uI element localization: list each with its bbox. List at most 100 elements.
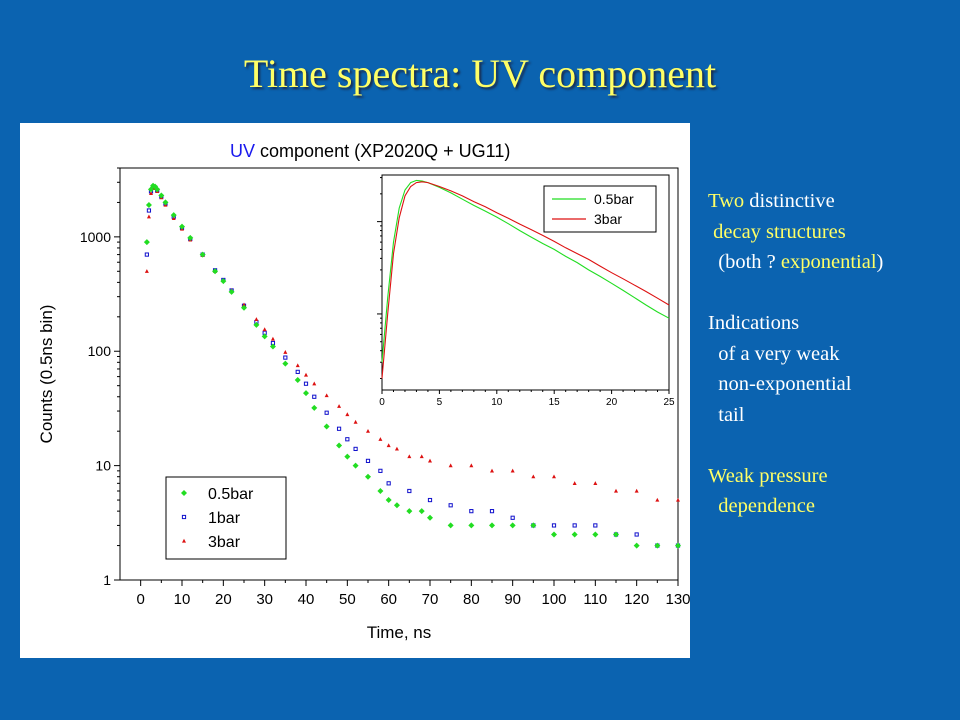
slide-title: Time spectra: UV component	[243, 51, 717, 96]
data-point	[385, 497, 392, 504]
chart-title-part: component (XP2020Q + UG11)	[255, 141, 510, 161]
data-point	[634, 488, 639, 493]
data-point	[228, 288, 235, 295]
x-tick-label: 70	[422, 591, 439, 608]
data-point	[366, 428, 370, 433]
data-point	[158, 192, 165, 199]
inset-x-tick-label: 20	[606, 397, 618, 408]
data-point	[295, 369, 300, 374]
data-point	[531, 474, 536, 479]
data-point	[254, 317, 259, 321]
data-point	[469, 509, 474, 514]
y-axis-label: Counts (0.5ns bin)	[37, 305, 56, 444]
x-axis-label: Time, ns	[367, 623, 432, 642]
data-point	[633, 542, 640, 549]
data-point	[345, 412, 350, 417]
data-point	[571, 531, 578, 538]
inset-x-tick-label: 5	[437, 397, 443, 408]
inset-x-tick-label: 0	[379, 397, 385, 408]
data-point	[489, 522, 495, 529]
data-point	[181, 514, 187, 520]
data-point	[312, 394, 317, 399]
note-text: Weak pressure	[708, 464, 828, 487]
data-point	[353, 419, 358, 424]
data-point	[378, 437, 383, 441]
data-point	[170, 212, 177, 219]
data-point	[448, 463, 453, 468]
inset-legend-label: 3bar	[594, 211, 622, 227]
data-point	[154, 186, 161, 193]
legend-label: 3bar	[208, 534, 241, 551]
data-point	[427, 514, 433, 521]
note-line	[708, 430, 958, 461]
data-point	[509, 522, 516, 529]
data-point	[572, 481, 577, 485]
data-point	[510, 515, 515, 520]
note-text: non-exponential	[708, 373, 852, 395]
data-point	[552, 474, 556, 479]
data-point	[261, 333, 268, 340]
data-point	[344, 453, 351, 460]
data-point	[262, 327, 267, 332]
data-point	[530, 522, 537, 529]
data-point	[144, 252, 149, 257]
x-tick-label: 100	[541, 591, 566, 608]
main-chart: UV component (XP2020Q + UG11)0 10 20 30 40 50…	[37, 141, 690, 642]
note-text: exponential	[780, 251, 877, 273]
note-line: decay structures	[708, 217, 958, 248]
data-point	[614, 488, 618, 493]
note-line: Two distinctive	[708, 186, 958, 217]
data-point	[345, 437, 350, 442]
data-point	[324, 410, 329, 415]
data-point	[187, 234, 194, 241]
data-point	[242, 302, 246, 307]
x-tick-label: 130	[665, 591, 690, 608]
data-point	[324, 393, 329, 398]
data-point	[162, 199, 169, 206]
data-point	[149, 191, 153, 195]
data-point	[199, 251, 206, 258]
data-point	[220, 278, 227, 285]
y-tick-label: 1000	[80, 229, 111, 245]
data-point	[144, 269, 149, 273]
data-point	[352, 462, 359, 469]
legend-label: 1bar	[208, 510, 241, 527]
y-tick-label: 10	[95, 458, 111, 474]
note-line: Weak pressure	[708, 461, 958, 492]
data-point	[312, 381, 317, 386]
note-text: (both ?	[708, 251, 781, 273]
data-point	[336, 426, 342, 431]
data-point	[407, 454, 412, 459]
note-text: of a very weak	[708, 342, 840, 365]
inset-legend-label: 0.5bar	[594, 191, 634, 207]
data-point	[407, 488, 412, 494]
note-text: decay structures	[708, 220, 846, 243]
note-line: non-exponential	[708, 369, 958, 400]
note-text: distinctive	[744, 190, 835, 212]
x-tick-label: 0	[136, 591, 144, 608]
data-point	[143, 239, 150, 246]
note-line: Indications	[708, 308, 958, 339]
data-point	[171, 216, 176, 221]
note-line: (both ? exponential)	[708, 247, 958, 278]
data-point	[212, 268, 219, 275]
data-point	[572, 523, 577, 528]
notes-text: Two distinctive decay structures (both ?…	[708, 186, 958, 522]
inset-x-tick-label: 10	[491, 397, 503, 408]
x-tick-label: 110	[583, 591, 607, 608]
data-point	[294, 377, 301, 384]
y-tick-label: 1	[103, 572, 111, 588]
y-tick-label: 100	[88, 343, 112, 359]
data-point	[145, 201, 152, 208]
data-point	[593, 523, 598, 528]
data-point	[419, 454, 424, 459]
data-point	[295, 363, 300, 368]
x-tick-label: 40	[298, 591, 315, 608]
note-line	[708, 278, 958, 309]
x-tick-label: 10	[174, 591, 191, 608]
chart-title: UV component (XP2020Q + UG11)	[230, 141, 510, 161]
data-point	[654, 542, 661, 549]
data-point	[510, 468, 515, 473]
data-point	[337, 404, 342, 408]
note-line: of a very weak	[708, 339, 958, 370]
